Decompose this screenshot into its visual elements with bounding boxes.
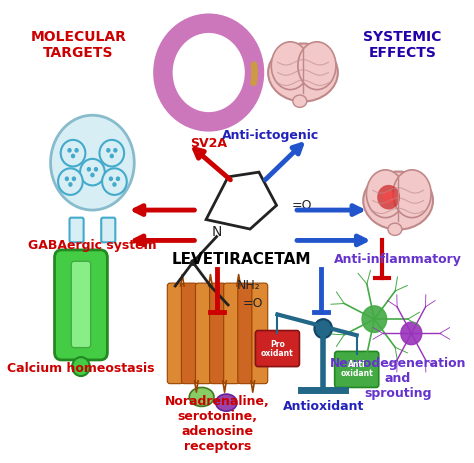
Circle shape bbox=[74, 148, 79, 153]
Circle shape bbox=[250, 62, 257, 69]
Circle shape bbox=[109, 154, 114, 158]
Text: Anti
oxidant: Anti oxidant bbox=[340, 360, 373, 378]
Circle shape bbox=[377, 185, 400, 209]
FancyBboxPatch shape bbox=[101, 218, 115, 242]
Text: Pro
oxidant: Pro oxidant bbox=[261, 339, 294, 357]
Circle shape bbox=[72, 176, 76, 181]
FancyBboxPatch shape bbox=[195, 283, 211, 384]
Circle shape bbox=[72, 357, 90, 376]
Ellipse shape bbox=[268, 44, 338, 101]
FancyBboxPatch shape bbox=[55, 250, 108, 360]
Circle shape bbox=[67, 148, 72, 153]
Circle shape bbox=[80, 159, 105, 185]
Circle shape bbox=[251, 72, 258, 79]
Circle shape bbox=[68, 182, 73, 187]
Text: NH₂: NH₂ bbox=[237, 280, 261, 293]
Circle shape bbox=[382, 190, 395, 204]
FancyBboxPatch shape bbox=[167, 283, 183, 384]
Circle shape bbox=[71, 154, 75, 158]
FancyBboxPatch shape bbox=[238, 283, 254, 384]
Circle shape bbox=[102, 169, 127, 195]
Text: SV2A: SV2A bbox=[190, 137, 227, 150]
Circle shape bbox=[314, 319, 332, 338]
Ellipse shape bbox=[363, 172, 433, 230]
Circle shape bbox=[64, 176, 69, 181]
Text: LEVETIRACETAM: LEVETIRACETAM bbox=[172, 252, 311, 267]
Circle shape bbox=[362, 306, 387, 332]
Text: Antioxidant: Antioxidant bbox=[283, 400, 364, 413]
Circle shape bbox=[251, 68, 258, 76]
FancyBboxPatch shape bbox=[182, 283, 197, 384]
Ellipse shape bbox=[51, 115, 134, 210]
Circle shape bbox=[113, 148, 118, 153]
Circle shape bbox=[106, 148, 110, 153]
Circle shape bbox=[109, 176, 113, 181]
FancyBboxPatch shape bbox=[70, 218, 83, 242]
Ellipse shape bbox=[216, 394, 237, 411]
Text: SYSTEMIC
EFFECTS: SYSTEMIC EFFECTS bbox=[364, 30, 442, 60]
Text: Anti-ictogenic: Anti-ictogenic bbox=[222, 130, 319, 143]
Ellipse shape bbox=[393, 170, 431, 218]
Text: =O: =O bbox=[243, 296, 264, 310]
Circle shape bbox=[90, 173, 95, 177]
FancyBboxPatch shape bbox=[210, 283, 226, 384]
Circle shape bbox=[94, 167, 98, 172]
FancyBboxPatch shape bbox=[335, 351, 379, 388]
FancyBboxPatch shape bbox=[224, 283, 239, 384]
Text: =O: =O bbox=[292, 199, 312, 212]
Circle shape bbox=[61, 140, 85, 166]
FancyBboxPatch shape bbox=[255, 331, 300, 367]
Text: MOLECULAR
TARGETS: MOLECULAR TARGETS bbox=[30, 30, 126, 60]
Ellipse shape bbox=[388, 223, 402, 235]
Ellipse shape bbox=[366, 170, 404, 218]
Ellipse shape bbox=[271, 42, 310, 90]
Text: N: N bbox=[211, 225, 222, 239]
Circle shape bbox=[401, 322, 422, 344]
Ellipse shape bbox=[293, 95, 307, 107]
Text: Calcium homeostasis: Calcium homeostasis bbox=[7, 362, 155, 375]
Ellipse shape bbox=[298, 42, 336, 90]
Circle shape bbox=[251, 65, 258, 72]
Circle shape bbox=[250, 79, 257, 86]
Circle shape bbox=[116, 176, 120, 181]
Text: GABAergic system: GABAergic system bbox=[28, 238, 157, 251]
FancyBboxPatch shape bbox=[71, 261, 91, 348]
FancyBboxPatch shape bbox=[252, 283, 268, 384]
Ellipse shape bbox=[189, 388, 214, 407]
Circle shape bbox=[87, 167, 91, 172]
Text: Neurodegeneration
and
sprouting: Neurodegeneration and sprouting bbox=[330, 357, 466, 400]
Text: Anti-inflammatory: Anti-inflammatory bbox=[334, 253, 462, 266]
Circle shape bbox=[100, 140, 124, 166]
Circle shape bbox=[251, 75, 258, 83]
Circle shape bbox=[58, 169, 83, 195]
Text: Noradrenaline,
serotonine,
adenosine
receptors: Noradrenaline, serotonine, adenosine rec… bbox=[165, 395, 270, 453]
Circle shape bbox=[112, 182, 117, 187]
